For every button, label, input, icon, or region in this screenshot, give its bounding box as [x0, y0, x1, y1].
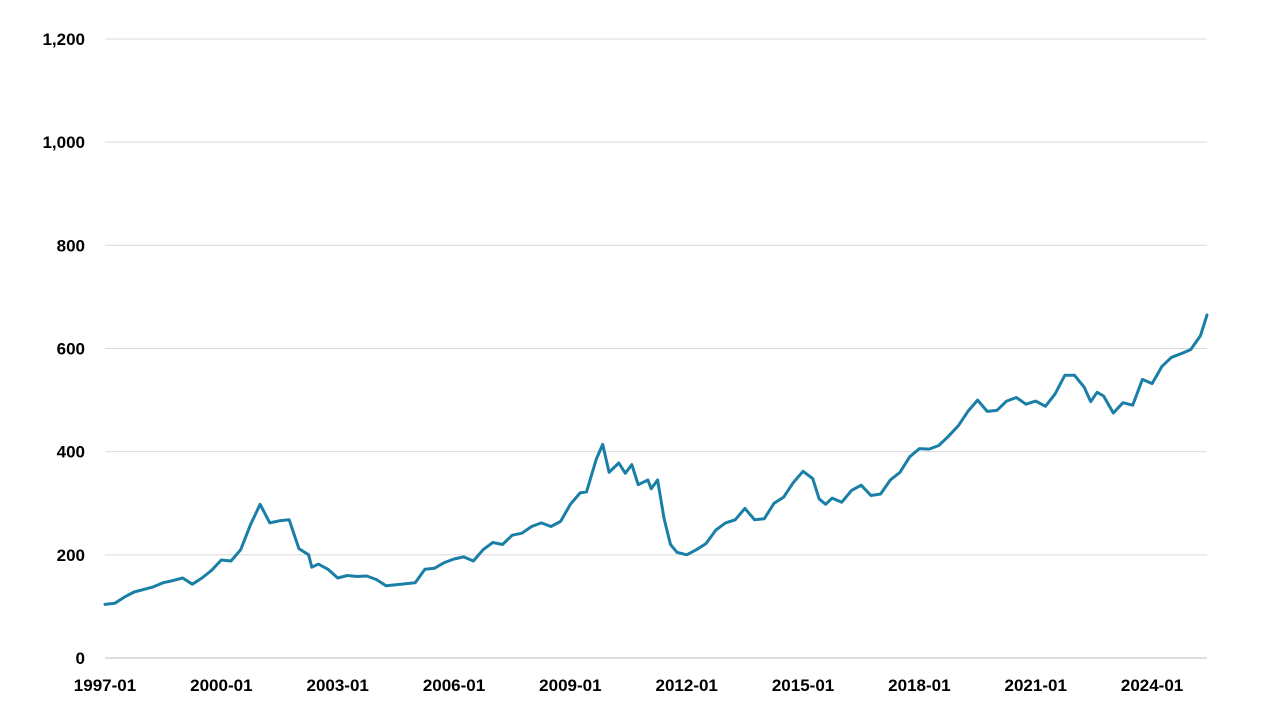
y-tick-label: 1,000 — [42, 133, 85, 152]
series-group — [103, 313, 1209, 606]
x-tick-label: 2003-01 — [306, 676, 368, 695]
y-tick-label: 800 — [57, 236, 85, 255]
y-tick-label: 600 — [57, 340, 85, 359]
x-axis-tick-labels: 1997-01 2000-01 2003-01 2006-01 2009-01 2012-… — [74, 676, 1183, 695]
y-axis-tick-labels: 0 200 400 600 800 1,000 1,200 — [42, 30, 85, 668]
x-tick-label: 2000-01 — [190, 676, 252, 695]
x-tick-label: 1997-01 — [74, 676, 136, 695]
x-tick-label: 2009-01 — [539, 676, 601, 695]
x-tick-label: 2021-01 — [1005, 676, 1067, 695]
y-tick-label: 400 — [57, 443, 85, 462]
y-tick-label: 1,200 — [42, 30, 85, 49]
gridlines — [105, 38, 1207, 659]
x-tick-label: 2006-01 — [423, 676, 485, 695]
x-tick-label: 2018-01 — [888, 676, 950, 695]
y-tick-label: 0 — [76, 649, 85, 668]
x-tick-label: 2012-01 — [656, 676, 718, 695]
x-tick-label: 2024-01 — [1121, 676, 1183, 695]
x-tick-label: 2015-01 — [772, 676, 834, 695]
series-line — [103, 313, 1209, 606]
y-tick-label: 200 — [57, 546, 85, 565]
